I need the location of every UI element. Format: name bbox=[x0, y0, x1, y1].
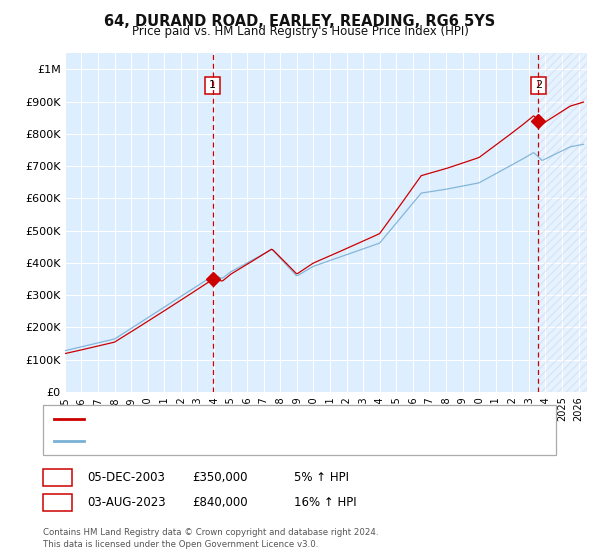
Text: 03-AUG-2023: 03-AUG-2023 bbox=[87, 496, 166, 509]
Text: 64, DURAND ROAD, EARLEY, READING, RG6 5YS: 64, DURAND ROAD, EARLEY, READING, RG6 5Y… bbox=[104, 14, 496, 29]
Text: 2: 2 bbox=[54, 497, 61, 507]
Text: 16% ↑ HPI: 16% ↑ HPI bbox=[294, 496, 356, 509]
Text: Contains HM Land Registry data © Crown copyright and database right 2024.: Contains HM Land Registry data © Crown c… bbox=[43, 528, 379, 536]
Text: 1: 1 bbox=[209, 81, 216, 91]
Text: Price paid vs. HM Land Registry's House Price Index (HPI): Price paid vs. HM Land Registry's House … bbox=[131, 25, 469, 38]
Text: HPI: Average price, detached house, Wokingham: HPI: Average price, detached house, Woki… bbox=[91, 436, 346, 446]
Text: 1: 1 bbox=[54, 472, 61, 482]
Text: £840,000: £840,000 bbox=[192, 496, 248, 509]
Text: 05-DEC-2003: 05-DEC-2003 bbox=[87, 470, 165, 484]
Text: £350,000: £350,000 bbox=[192, 470, 248, 484]
Text: 2: 2 bbox=[535, 81, 542, 91]
Text: This data is licensed under the Open Government Licence v3.0.: This data is licensed under the Open Gov… bbox=[43, 540, 319, 549]
Bar bbox=[538, 53, 587, 392]
Text: 64, DURAND ROAD, EARLEY, READING, RG6 5YS (detached house): 64, DURAND ROAD, EARLEY, READING, RG6 5Y… bbox=[91, 414, 436, 424]
Text: 5% ↑ HPI: 5% ↑ HPI bbox=[294, 470, 349, 484]
